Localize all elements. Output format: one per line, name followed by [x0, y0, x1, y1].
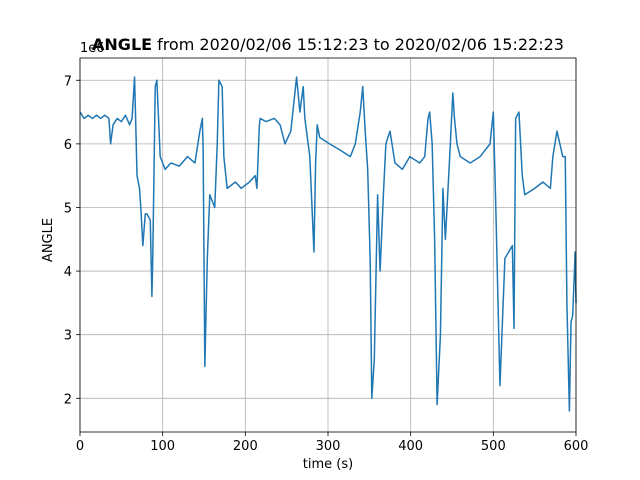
y-tick-label: 7: [64, 74, 72, 89]
x-tick-label: 0: [76, 439, 84, 454]
y-axis-label: ANGLE: [41, 218, 56, 262]
y-tick-label: 3: [64, 329, 72, 344]
chart-title-bold: ANGLE: [92, 35, 152, 54]
x-tick-label: 400: [398, 439, 423, 454]
x-tick-label: 200: [233, 439, 258, 454]
data-line: [79, 76, 577, 412]
y-tick-label: 6: [64, 138, 72, 153]
chart-title-rest: from 2020/02/06 15:12:23 to 2020/02/06 1…: [157, 35, 564, 54]
x-axis-label: time (s): [303, 457, 353, 472]
x-tick-label: 100: [150, 439, 175, 454]
chart-title: ANGLE from 2020/02/06 15:12:23 to 2020/02…: [92, 35, 564, 54]
x-tick-label: 600: [564, 439, 589, 454]
axes-frame: [79, 57, 577, 433]
y-tick-label: 2: [64, 392, 72, 407]
x-tick-label: 300: [316, 439, 341, 454]
y-tick-label: 5: [64, 201, 72, 216]
y-tick-label: 4: [64, 265, 72, 280]
y-offset-label: 1e6: [80, 41, 105, 56]
x-tick-label: 500: [481, 439, 506, 454]
